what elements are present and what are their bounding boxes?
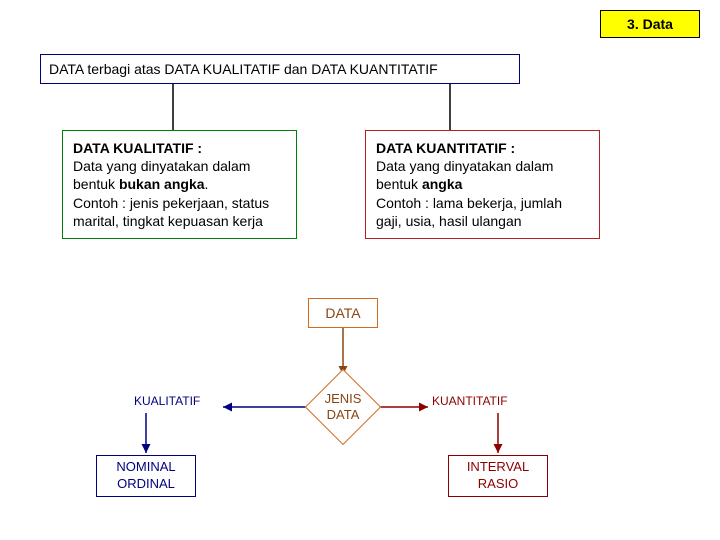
diamond-text: JENIS DATA — [298, 372, 388, 442]
def-right-body: Data yang dinyatakan dalam bentuk angka — [376, 157, 589, 193]
interval-line2: RASIO — [478, 476, 518, 493]
nominal-line2: ORDINAL — [117, 476, 175, 493]
def-left-heading: DATA KUALITATIF : — [73, 139, 286, 157]
intro-box: DATA terbagi atas DATA KUALITATIF dan DA… — [40, 54, 520, 84]
flow-data-box: DATA — [308, 298, 378, 328]
flow-data-label: DATA — [325, 305, 360, 321]
flow-interval-box: INTERVAL RASIO — [448, 455, 548, 497]
def-right-line1: Data yang dinyatakan dalam bentuk — [376, 158, 553, 192]
title-text: 3. Data — [627, 16, 673, 32]
definition-kualitatif: DATA KUALITATIF : Data yang dinyatakan d… — [62, 130, 297, 239]
def-right-example: Contoh : lama bekerja, jumlah gaji, usia… — [376, 194, 589, 230]
def-left-bold: bukan angka — [119, 176, 205, 192]
def-right-heading: DATA KUANTITATIF : — [376, 139, 589, 157]
kuantitatif-label: KUANTITATIF — [432, 394, 508, 408]
def-left-example: Contoh : jenis pekerjaan, status marital… — [73, 194, 286, 230]
def-left-body: Data yang dinyatakan dalam bentuk bukan … — [73, 157, 286, 193]
jenis-line2: DATA — [327, 407, 360, 423]
definition-kuantitatif: DATA KUANTITATIF : Data yang dinyatakan … — [365, 130, 600, 239]
title-box: 3. Data — [600, 10, 700, 38]
jenis-line1: JENIS — [325, 391, 362, 407]
flow-jenis-diamond: JENIS DATA — [298, 372, 388, 442]
flow-nominal-box: NOMINAL ORDINAL — [96, 455, 196, 497]
intro-text: DATA terbagi atas DATA KUALITATIF dan DA… — [49, 61, 438, 77]
nominal-line1: NOMINAL — [116, 459, 175, 476]
def-left-tail: . — [205, 176, 209, 192]
def-right-bold: angka — [422, 176, 462, 192]
interval-line1: INTERVAL — [467, 459, 529, 476]
kualitatif-label: KUALITATIF — [134, 394, 200, 408]
